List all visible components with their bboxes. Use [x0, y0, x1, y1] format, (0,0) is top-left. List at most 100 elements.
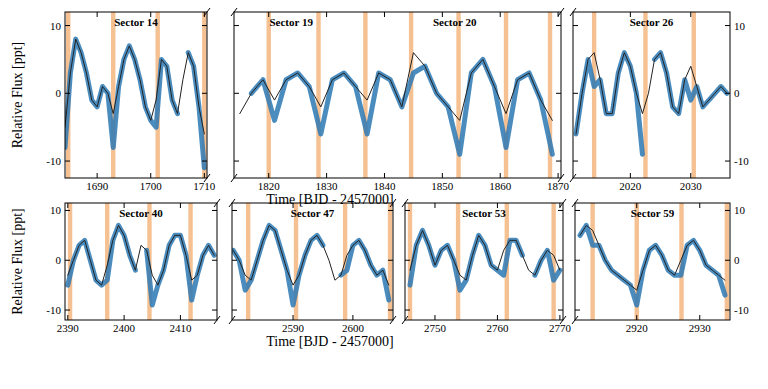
y-tick: [575, 210, 580, 211]
panel: 25902600Sector 47Time [BJD - 2457000]: [229, 199, 396, 349]
frame: [232, 203, 393, 320]
y-axis-label: Relative Flux [ppt]: [10, 42, 25, 149]
y-tick: [212, 260, 217, 261]
y-tick: [212, 210, 217, 211]
y-tick-label: 10: [734, 204, 746, 216]
x-tick: [204, 173, 205, 178]
y-tick: [65, 25, 70, 26]
x-tick: [699, 203, 700, 208]
axis-break: [570, 8, 576, 16]
panel: 20202030-10010Sector 26: [570, 8, 749, 192]
y-tick: [234, 25, 239, 26]
x-tick-label: 1690: [86, 180, 109, 192]
y-tick: [65, 210, 70, 211]
plot-area: [576, 12, 727, 178]
x-tick-label: 2590: [282, 322, 305, 334]
transit-band: [590, 203, 594, 320]
transit-band: [409, 12, 413, 178]
x-tick-label: 1700: [140, 180, 163, 192]
y-tick: [725, 25, 730, 26]
x-tick-label: 2770: [549, 322, 572, 334]
panel-title: Sector 59: [631, 207, 675, 219]
plot-area: [408, 203, 560, 320]
x-tick: [124, 315, 125, 320]
x-tick: [559, 203, 560, 208]
x-tick-label: 2410: [169, 322, 192, 334]
figure: 169017001710-10010Sector 14Relative Flux…: [0, 0, 768, 389]
x-tick: [326, 173, 327, 178]
panel-title: Sector 53: [462, 207, 506, 219]
flux-data: [68, 225, 214, 305]
frame: [405, 203, 563, 320]
model-curve: [68, 225, 214, 285]
x-tick-label: 1820: [258, 180, 281, 192]
y-tick: [725, 93, 730, 94]
y-tick-label: -10: [46, 155, 61, 167]
transit-band: [504, 12, 508, 178]
y-tick-label: -10: [734, 155, 749, 167]
x-tick: [352, 315, 353, 320]
transit-band: [363, 12, 367, 178]
axis-break: [402, 199, 408, 207]
axis-break: [231, 174, 237, 182]
x-tick: [497, 315, 498, 320]
y-tick: [558, 310, 563, 311]
x-tick-label: 1710: [193, 180, 216, 192]
model-curve: [240, 53, 553, 121]
axis-break: [572, 199, 578, 207]
y-axis-label: Relative Flux [ppt]: [10, 208, 25, 315]
x-tick: [97, 173, 98, 178]
x-tick: [500, 173, 501, 178]
x-tick: [180, 315, 181, 320]
x-tick: [630, 173, 631, 178]
x-tick: [434, 315, 435, 320]
plot-area: [68, 203, 214, 320]
axis-break: [229, 199, 235, 207]
y-tick: [232, 260, 237, 261]
y-tick: [232, 210, 237, 211]
x-tick: [384, 12, 385, 17]
y-tick: [558, 260, 563, 261]
panel: 169017001710-10010Sector 14Relative Flux…: [10, 8, 216, 192]
axis-break: [570, 174, 576, 182]
y-tick-label: -10: [46, 304, 61, 316]
x-tick-label: 1830: [316, 180, 339, 192]
transit-band: [246, 203, 250, 320]
model-curve: [65, 39, 204, 134]
panel-title: Sector 19: [269, 16, 313, 28]
x-tick: [636, 315, 637, 320]
y-tick: [573, 93, 578, 94]
panel-title: Sector 47: [291, 207, 335, 219]
axis-break: [214, 316, 220, 324]
y-tick: [405, 260, 410, 261]
y-tick: [725, 310, 730, 311]
y-tick: [65, 310, 70, 311]
frame: [65, 203, 217, 320]
y-tick: [405, 310, 410, 311]
x-tick-label: 2600: [342, 322, 365, 334]
x-tick: [67, 315, 68, 320]
y-tick: [234, 161, 239, 162]
x-tick: [97, 12, 98, 17]
x-tick: [384, 173, 385, 178]
y-tick: [232, 310, 237, 311]
flux-data: [576, 53, 727, 155]
model-curve: [410, 230, 560, 280]
x-tick: [699, 315, 700, 320]
transit-band: [592, 12, 596, 178]
y-tick-label: 10: [50, 20, 62, 32]
y-tick-label: 10: [50, 204, 62, 216]
panel: 275027602770Sector 53: [402, 199, 571, 334]
x-tick-label: 1860: [489, 180, 512, 192]
plot-area: [240, 12, 553, 178]
panel-title: Sector 40: [119, 207, 163, 219]
model-curve: [576, 53, 727, 134]
y-tick: [575, 310, 580, 311]
transit-band: [456, 203, 460, 320]
panel: 239024002410-10010Sector 40Relative Flux…: [10, 199, 220, 334]
y-tick: [725, 161, 730, 162]
transit-band: [725, 203, 729, 320]
y-tick: [65, 93, 70, 94]
x-tick-label: 1840: [373, 180, 396, 192]
axis-break: [390, 316, 396, 324]
